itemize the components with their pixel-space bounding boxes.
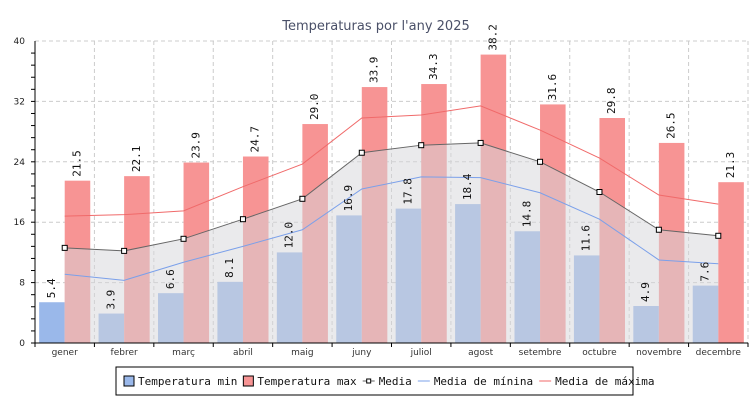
data-label-min: 5.4 [45, 278, 58, 298]
x-tick-label: gener [52, 348, 78, 358]
legend-swatch [242, 375, 254, 387]
data-label-min: 14.8 [520, 201, 533, 228]
data-label-min: 3.9 [104, 290, 117, 310]
data-label-max: 29.0 [308, 94, 321, 121]
x-tick-label: març [172, 348, 195, 358]
legend-label: Media de mínina [434, 375, 533, 388]
bar-temperatura-max [718, 182, 744, 343]
x-tick-label: juny [351, 348, 372, 358]
media-marker [596, 189, 603, 195]
legend-label: Temperatura min [138, 375, 237, 388]
data-label-min: 12.0 [283, 222, 296, 249]
x-tick-label: juliol [410, 348, 432, 358]
media-area-fill [64, 142, 719, 343]
x-tick-label: octubre [582, 348, 617, 358]
data-label-max: 26.5 [665, 112, 678, 139]
media-marker [418, 142, 425, 149]
media-marker [299, 195, 306, 202]
data-label-max: 31.6 [546, 74, 559, 101]
media-area [64, 142, 719, 343]
x-tick-label: setembre [519, 348, 562, 358]
x-tick-label: abril [233, 348, 253, 358]
legend-label: Media de máxima [555, 375, 654, 388]
legend-label: Media [379, 375, 412, 388]
axes: 0 8 16 24 32 40 gener febrer març abril maig juny ju… [14, 37, 749, 358]
legend-label: Temperatura max [257, 375, 357, 388]
media-marker [239, 216, 246, 223]
data-label-min: 11.6 [580, 225, 593, 252]
data-label-min: 17.8 [401, 178, 414, 205]
data-label-min: 16.9 [342, 185, 355, 212]
x-tick-label: febrer [111, 348, 138, 358]
media-marker [537, 158, 544, 165]
data-label-max: 24.7 [249, 126, 262, 153]
data-label-max: 33.9 [368, 57, 381, 84]
y-tick-label: 32 [14, 97, 25, 107]
media-marker [61, 244, 68, 251]
legend-swatch-marker [366, 378, 372, 384]
line-media [64, 142, 719, 252]
lines [61, 105, 722, 281]
legend-swatch [123, 375, 135, 387]
y-tick-label: 8 [19, 279, 25, 289]
chart-title: Temperaturas por l'any 2025 [281, 19, 470, 34]
data-label-max: 34.3 [427, 54, 440, 81]
bar-temperatura-min [39, 302, 65, 343]
data-label-max: 21.3 [724, 152, 737, 179]
y-tick-label: 24 [14, 158, 26, 168]
data-label-min: 7.6 [699, 262, 712, 282]
data-label-max: 23.9 [189, 132, 202, 159]
media-marker [477, 139, 484, 146]
media-marker [655, 226, 662, 233]
y-tick-label: 0 [19, 339, 25, 349]
data-label-min: 18.4 [461, 173, 474, 200]
y-tick-label: 40 [14, 37, 26, 47]
media-marker [180, 235, 187, 242]
legend: Temperatura min Temperatura max Media Media… [115, 366, 655, 396]
data-label-max: 29.8 [605, 88, 618, 115]
x-tick-label: maig [291, 348, 314, 358]
x-tick-label: agost [468, 348, 493, 358]
y-tick-label: 16 [14, 218, 26, 228]
data-label-min: 8.1 [223, 258, 236, 278]
x-tick-label: decembre [696, 348, 742, 358]
media-marker [358, 149, 365, 156]
data-label-min: 6.6 [164, 269, 177, 289]
media-marker [715, 232, 722, 239]
data-label-max: 21.5 [70, 150, 83, 177]
x-tick-label: novembre [636, 348, 682, 358]
data-label-min: 4.9 [639, 282, 652, 302]
line-media-maxima [64, 105, 719, 217]
data-label-max: 38.2 [486, 24, 499, 51]
line-media-minina [64, 176, 719, 281]
media-marker [121, 247, 128, 254]
data-label-max: 22.1 [130, 146, 143, 173]
data-labels: 5.4 3.9 6.6 8.1 12.0 16.9 17.8 18.4 14.8 11.6 4.9 7… [45, 24, 737, 309]
